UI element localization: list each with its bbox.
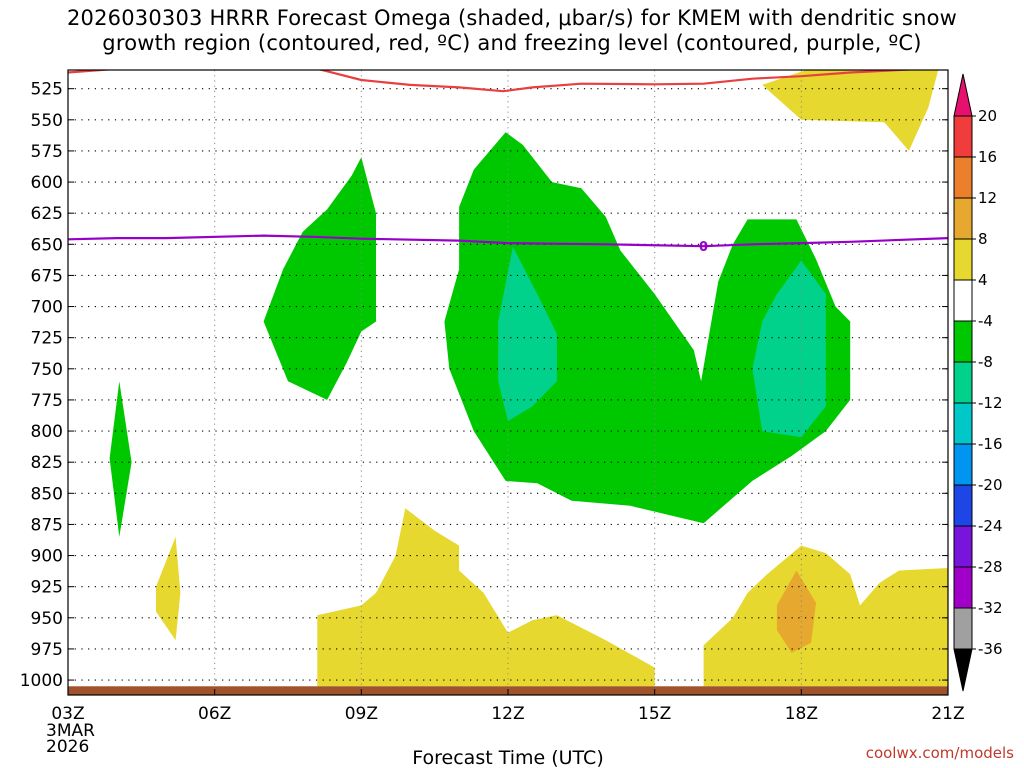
colorbar-label-10: -24 (978, 517, 1003, 535)
colorbar-box-7 (953, 361, 973, 404)
colorbar-box-9 (953, 443, 973, 486)
chart-title: 2026030303 HRRR Forecast Omega (shaded, … (0, 6, 1024, 56)
colorbar-label-13: -36 (978, 640, 1003, 658)
colorbar-label-5: -4 (978, 312, 993, 330)
colorbar-label-3: 8 (978, 230, 988, 248)
colorbar-box-1 (953, 115, 973, 158)
fill-yellow-top-right (762, 70, 939, 151)
ytick-label-675: 675 (31, 266, 63, 286)
xtick-label-12Z: 12Z (491, 704, 524, 724)
colorbar-top-arrow (953, 73, 973, 117)
ytick-label-850: 850 (31, 484, 63, 504)
fill-yellow-left-small (156, 536, 181, 641)
fill-green-09z (263, 157, 376, 400)
colorbar-box-2 (953, 156, 973, 199)
colorbar-label-7: -12 (978, 394, 1003, 412)
freezing-level-contour (68, 234, 948, 248)
xtick-label-18Z: 18Z (785, 704, 818, 724)
colorbar-box-6 (953, 320, 973, 363)
colorbar-label-4: 4 (978, 271, 988, 289)
title-line-2: growth region (contoured, red, ºC) and f… (102, 31, 922, 55)
fill-yellow-bottom-mid (317, 508, 655, 687)
ytick-label-750: 750 (31, 360, 63, 380)
colorbar-box-5 (953, 279, 973, 322)
fill-teal-12z (498, 246, 557, 422)
ytick-label-700: 700 (31, 298, 63, 318)
colorbar-box-10 (953, 484, 973, 527)
ytick-label-725: 725 (31, 329, 63, 349)
xtick-label-15Z: 15Z (638, 704, 671, 724)
colorbar-label-6: -8 (978, 353, 993, 371)
date-label-year: 2026 (46, 737, 89, 757)
dendritic-growth-contour (68, 70, 921, 93)
xtick-label-06Z: 06Z (198, 704, 231, 724)
fill-orange-18z (776, 570, 816, 653)
fill-yellow-bottom-right (703, 545, 948, 687)
ytick-label-1000: 1000 (20, 671, 63, 691)
ytick-label-625: 625 (31, 204, 63, 224)
xtick-label-03Z: 03Z (51, 704, 84, 724)
fill-green-12z-16z (444, 132, 851, 524)
ytick-label-525: 525 (31, 80, 63, 100)
ytick-label-975: 975 (31, 640, 63, 660)
x-axis-label: Forecast Time (UTC) (412, 747, 603, 768)
ytick-label-550: 550 (31, 111, 63, 131)
fill-teal-18z (752, 260, 826, 438)
colorbar-box-13 (953, 607, 973, 650)
colorbar-label-1: 16 (978, 148, 997, 166)
credit-text: coolwx.com/models (865, 744, 1014, 762)
ytick-label-575: 575 (31, 142, 63, 162)
fill-green-left-small (109, 381, 132, 537)
colorbar-label-8: -16 (978, 435, 1003, 453)
colorbar-label-0: 20 (978, 107, 997, 125)
colorbar-label-2: 12 (978, 189, 997, 207)
ytick-label-950: 950 (31, 609, 63, 629)
ytick-label-825: 825 (31, 453, 63, 473)
colorbar-box-8 (953, 402, 973, 445)
ytick-label-900: 900 (31, 547, 63, 567)
date-label-day: 3MAR (46, 721, 95, 741)
ytick-label-600: 600 (31, 173, 63, 193)
title-line-1: 2026030303 HRRR Forecast Omega (shaded, … (66, 6, 957, 30)
ytick-label-875: 875 (31, 515, 63, 535)
colorbar-label-9: -20 (978, 476, 1003, 494)
ytick-label-800: 800 (31, 422, 63, 442)
ytick-label-925: 925 (31, 578, 63, 598)
colorbar-box-12 (953, 566, 973, 609)
colorbar-box-3 (953, 197, 973, 240)
colorbar-bottom-arrow (953, 648, 973, 692)
colorbar-box-11 (953, 525, 973, 568)
ytick-label-775: 775 (31, 391, 63, 411)
xtick-label-09Z: 09Z (345, 704, 378, 724)
xtick-label-21Z: 21Z (931, 704, 964, 724)
colorbar-label-11: -28 (978, 558, 1003, 576)
colorbar-label-12: -32 (978, 599, 1003, 617)
freezing-level-label: 0 (699, 240, 708, 255)
colorbar-box-4 (953, 238, 973, 281)
ytick-label-650: 650 (31, 235, 63, 255)
